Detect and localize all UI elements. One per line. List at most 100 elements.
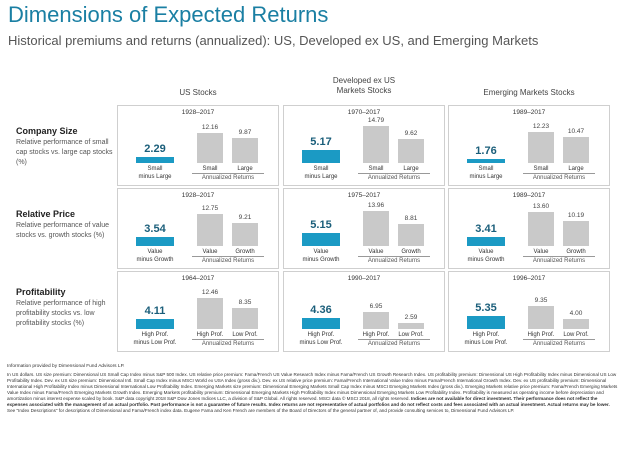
premium-category-line: minus Growth — [467, 256, 505, 263]
return-category-label: Growth — [566, 249, 586, 255]
premium-category-label: High Prof. minus Low Prof. — [464, 332, 508, 347]
return-bar — [528, 132, 554, 163]
return-bar — [197, 297, 223, 329]
row-description: Relative performance of value stocks vs.… — [16, 222, 109, 239]
returns-baseline — [192, 256, 264, 257]
column-header-line: US Stocks — [179, 88, 217, 97]
row-title: Profitability — [16, 287, 66, 297]
return-bar — [398, 223, 424, 246]
return-value-label: 12.16 — [201, 123, 219, 131]
return-value-label: 12.23 — [532, 123, 550, 131]
return-category-label: Value — [202, 249, 218, 255]
premium-bar — [136, 157, 174, 163]
return-bar — [363, 211, 389, 246]
return-category-label: High Prof. — [527, 332, 555, 338]
premium-bar — [467, 158, 505, 163]
premium-bar — [302, 150, 340, 163]
period-label: 1928–2017 — [181, 109, 215, 116]
premium-value-label: 3.41 — [475, 223, 497, 236]
premium-category-line: High Prof. — [141, 332, 169, 338]
row-title: Relative Price — [16, 209, 76, 219]
footer-bold: Indices are not available for direct inv… — [7, 396, 610, 407]
premium-category-line: Small — [313, 166, 329, 172]
period-label: 1989–2017 — [512, 192, 546, 199]
premium-category-line: minus Large — [469, 173, 503, 180]
return-bar — [363, 311, 389, 329]
column-header-line: Emerging Markets Stocks — [483, 88, 575, 97]
chart-panel: 1990–2017 4.36 High Prof. minus Low Prof. 6.… — [283, 271, 445, 352]
premium-category-line: minus Growth — [136, 256, 174, 263]
column-header: Emerging Markets Stocks — [448, 88, 610, 98]
return-bar — [563, 136, 589, 163]
return-category-label: Low Prof. — [398, 332, 424, 338]
chart-panel: 1964–2017 4.11 High Prof. minus Low Prof. 12… — [117, 271, 279, 352]
return-category-label: Large — [237, 166, 253, 172]
premium-category-line: Value — [147, 249, 163, 255]
premium-category-line: minus Large — [304, 173, 338, 180]
return-category-label: Large — [568, 166, 584, 172]
premium-value-label: 5.35 — [475, 301, 497, 314]
return-bar — [563, 220, 589, 246]
returns-baseline — [523, 339, 595, 340]
premium-category-line: Small — [478, 166, 494, 172]
return-value-label: 2.59 — [404, 313, 418, 321]
return-value-label: 13.96 — [367, 202, 385, 210]
returns-baseline — [523, 173, 595, 174]
period-label: 1989–2017 — [512, 109, 546, 116]
page-subtitle: Historical premiums and returns (annuali… — [8, 33, 539, 48]
returns-baseline — [523, 256, 595, 257]
return-bar — [398, 322, 424, 329]
premium-value-label: 3.54 — [144, 223, 166, 236]
return-value-label: 8.81 — [404, 214, 418, 222]
row-label: Company Size Relative performance of smal… — [16, 126, 118, 168]
column-header-line: Markets Stocks — [336, 86, 392, 95]
return-value-label: 9.62 — [404, 129, 418, 137]
chart-panel: 1989–2017 1.76 Small minus Large 12.23 Small 1… — [448, 105, 610, 186]
annualized-returns-label: Annualized Returns — [201, 258, 255, 264]
returns-baseline — [192, 173, 264, 174]
period-label: 1996–2017 — [512, 275, 546, 282]
return-bar — [232, 138, 258, 163]
row-label: Relative Price Relative performance of va… — [16, 209, 118, 241]
return-value-label: 4.00 — [569, 310, 583, 317]
column-header: US Stocks — [117, 88, 279, 98]
premium-bar — [467, 315, 505, 329]
premium-category-label: Small minus Large — [464, 166, 508, 181]
return-bar — [232, 222, 258, 246]
return-bar — [197, 214, 223, 246]
return-category-label: High Prof. — [362, 332, 390, 338]
premium-category-label: High Prof. minus Low Prof. — [133, 332, 177, 347]
premium-value-label: 4.36 — [310, 304, 332, 317]
return-value-label: 9.35 — [534, 296, 548, 304]
footer-body: In US dollars. US size premium: Dimensio… — [7, 372, 618, 401]
premium-category-line: minus Low Prof. — [299, 339, 343, 346]
period-label: 1990–2017 — [347, 275, 381, 282]
premium-bar — [136, 237, 174, 246]
premium-category-label: Value minus Growth — [464, 249, 508, 264]
period-label: 1964–2017 — [181, 275, 215, 282]
period-label: 1975–2017 — [347, 192, 381, 199]
return-bar — [528, 212, 554, 246]
return-value-label: 14.79 — [367, 117, 385, 125]
premium-value-label: 4.11 — [144, 304, 166, 317]
chart-panel: 1928–2017 2.29 Small minus Large 12.16 Small 9… — [117, 105, 279, 186]
premium-category-line: Value — [313, 249, 329, 255]
premium-category-line: minus Growth — [302, 256, 340, 263]
premium-category-line: minus Large — [138, 173, 172, 180]
premium-category-line: minus Low Prof. — [464, 339, 508, 346]
return-category-label: Value — [533, 249, 549, 255]
row-title: Company Size — [16, 126, 78, 136]
return-category-label: Growth — [401, 249, 421, 255]
premium-bar — [302, 318, 340, 329]
returns-baseline — [358, 173, 430, 174]
return-category-label: Small — [533, 166, 549, 172]
return-category-label: High Prof. — [196, 332, 224, 338]
chart-panel: 1975–2017 5.15 Value minus Growth 13.96 Value… — [283, 188, 445, 269]
return-bar — [363, 126, 389, 163]
page-title: Dimensions of Expected Returns — [8, 2, 329, 27]
period-label: 1970–2017 — [347, 109, 381, 116]
premium-category-line: Small — [147, 166, 163, 172]
period-label: 1928–2017 — [181, 192, 215, 199]
premium-value-label: 5.15 — [310, 219, 332, 232]
return-category-label: Value — [368, 249, 384, 255]
